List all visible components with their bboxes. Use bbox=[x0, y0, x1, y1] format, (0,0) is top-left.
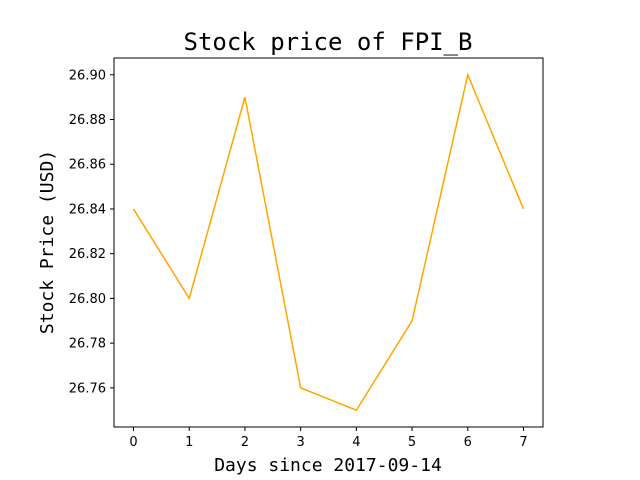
x-tick-label: 7 bbox=[519, 435, 527, 450]
x-tick-label: 5 bbox=[408, 435, 416, 450]
y-tick-label: 26.90 bbox=[69, 68, 106, 83]
data-point-2 bbox=[243, 96, 246, 99]
y-tick-label: 26.86 bbox=[69, 158, 106, 173]
x-axis-label: Days since 2017-09-14 bbox=[214, 455, 442, 476]
y-tick-label: 26.76 bbox=[69, 381, 106, 396]
y-tick-label: 26.82 bbox=[69, 247, 106, 262]
x-tick-label: 4 bbox=[352, 435, 360, 450]
x-axis: 0 1 2 3 4 5 6 7 bbox=[129, 427, 528, 450]
y-axis-label: Stock Price (USD) bbox=[37, 150, 58, 334]
x-tick-label: 6 bbox=[464, 435, 472, 450]
data-point-0 bbox=[132, 207, 135, 210]
plot-area bbox=[113, 57, 544, 428]
series-line bbox=[132, 72, 525, 412]
y-tick-label: 26.84 bbox=[69, 202, 106, 217]
data-point-5 bbox=[411, 319, 414, 322]
data-point-3 bbox=[299, 386, 302, 389]
data-point-4 bbox=[355, 409, 358, 412]
x-tick-label: 1 bbox=[185, 435, 193, 450]
y-tick-label: 26.78 bbox=[69, 337, 106, 352]
data-point-6 bbox=[466, 73, 469, 76]
data-point-1 bbox=[188, 297, 191, 300]
x-tick-label: 3 bbox=[297, 435, 305, 450]
data-point-7 bbox=[522, 207, 525, 210]
chart-title: Stock price of FPI_B bbox=[184, 28, 473, 56]
y-axis: 26.76 26.78 26.80 26.82 26.84 26.86 26.88 26.90 bbox=[69, 68, 114, 396]
x-tick-label: 2 bbox=[241, 435, 249, 450]
x-tick-label: 0 bbox=[129, 435, 137, 450]
y-tick-label: 26.80 bbox=[69, 292, 106, 307]
y-tick-label: 26.88 bbox=[69, 113, 106, 128]
